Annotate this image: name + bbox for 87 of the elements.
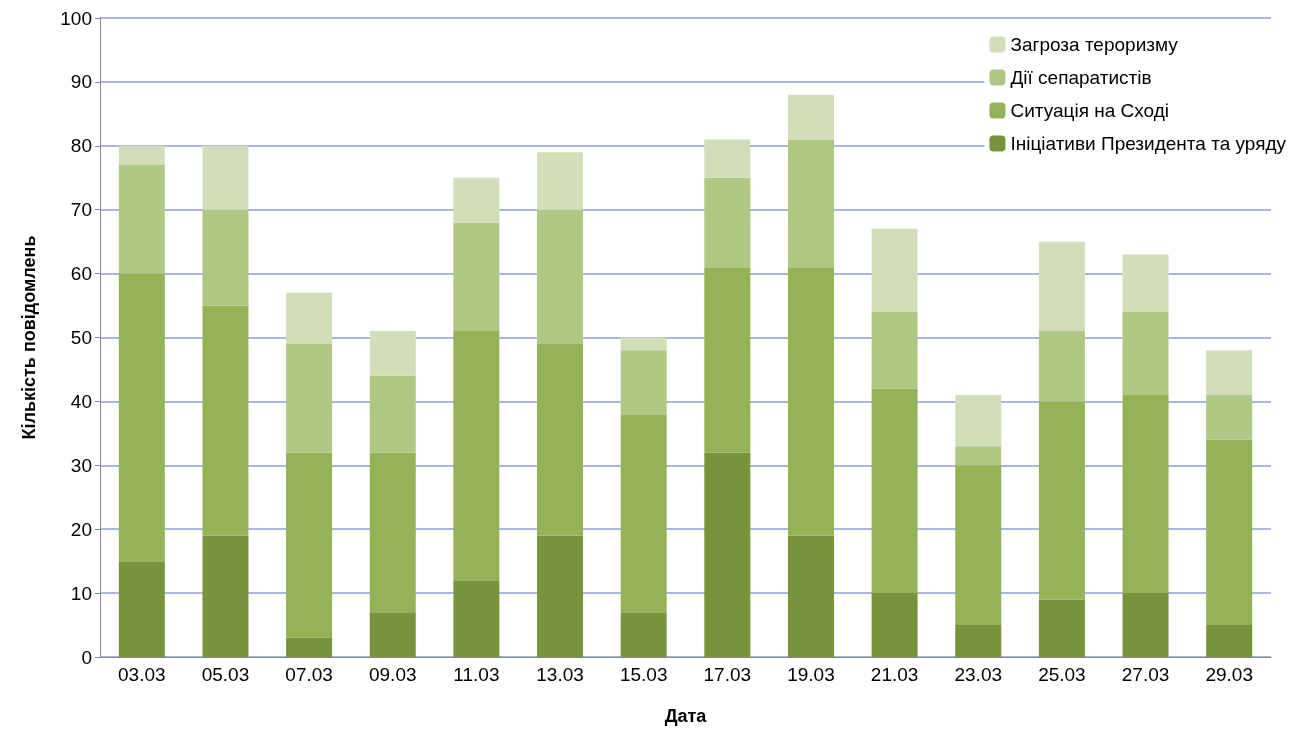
x-tick-label: 15.03: [619, 664, 668, 685]
y-tick-label: 10: [70, 582, 92, 604]
y-tick-label: 0: [81, 646, 92, 668]
x-tick-label: 27.03: [1121, 664, 1170, 685]
bar: [955, 465, 1002, 626]
bar: [787, 94, 834, 140]
bar: [118, 164, 165, 274]
bar: [620, 337, 667, 351]
bar: [1122, 395, 1169, 594]
x-tick-label: 25.03: [1038, 664, 1086, 685]
legend-label: Ініціативи Президента та уряду: [1010, 133, 1287, 154]
bar: [871, 311, 918, 389]
y-axis-title: Кількість повідомлень: [19, 235, 39, 440]
bar: [369, 375, 416, 453]
bar: [620, 350, 667, 415]
y-tick-label: 100: [60, 7, 92, 29]
bar: [286, 452, 333, 638]
bar: [453, 580, 500, 657]
bar: [955, 395, 1002, 447]
x-tick-label: 23.03: [954, 664, 1003, 685]
bar: [1206, 439, 1253, 626]
bar: [1038, 599, 1085, 657]
legend-label: Ситуація на Сході: [1010, 100, 1169, 121]
bar: [787, 139, 834, 268]
bar: [537, 152, 584, 210]
y-tick-label: 80: [70, 135, 92, 157]
x-tick-label: 19.03: [787, 664, 835, 685]
bar: [369, 331, 416, 376]
bar: [118, 561, 165, 657]
y-tick-label: 90: [70, 71, 92, 93]
y-tick-label: 70: [70, 199, 92, 221]
x-axis-title: Дата: [664, 706, 708, 726]
bar: [1122, 254, 1169, 312]
bar: [620, 612, 667, 657]
bar: [369, 452, 416, 613]
bar: [1206, 625, 1253, 657]
bar: [620, 414, 667, 613]
bar: [537, 343, 584, 536]
bar: [871, 388, 918, 594]
bar: [202, 535, 249, 657]
y-tick-label: 40: [70, 390, 92, 412]
bar: [537, 209, 584, 344]
bar: [704, 452, 751, 657]
bar: [1122, 311, 1169, 396]
bar: [704, 177, 751, 268]
x-tick-label: 11.03: [453, 664, 500, 685]
bar: [1122, 593, 1169, 657]
bar: [453, 222, 500, 332]
bar: [453, 331, 500, 581]
x-tick-label: 07.03: [285, 664, 333, 685]
bar: [1206, 350, 1253, 396]
bar: [202, 145, 249, 210]
bar: [202, 305, 249, 536]
x-tick-label: 29.03: [1205, 664, 1253, 685]
x-tick-label: 13.03: [536, 664, 584, 685]
x-tick-label: 17.03: [703, 664, 752, 685]
legend-label: Загроза тероризму: [1010, 34, 1179, 55]
y-tick-label: 20: [70, 518, 92, 540]
y-tick-label: 50: [70, 327, 92, 348]
y-tick-label: 60: [70, 263, 92, 285]
bar: [1038, 331, 1085, 402]
bar: [704, 139, 751, 178]
bar: [871, 593, 918, 657]
bar: [286, 637, 333, 657]
bar: [1206, 395, 1253, 440]
x-tick-label: 21.03: [870, 664, 919, 685]
x-tick-label: 09.03: [368, 664, 417, 685]
bar: [955, 625, 1002, 657]
bar: [871, 228, 918, 312]
bar: [704, 267, 751, 453]
bar: [537, 535, 584, 657]
bar: [369, 612, 416, 657]
bar: [118, 145, 165, 165]
legend-label: Дії сепаратистів: [1010, 67, 1152, 88]
bar: [286, 343, 333, 453]
bar: [1038, 241, 1085, 332]
y-tick-label: 30: [70, 454, 92, 476]
bar: [955, 446, 1002, 466]
bar: [787, 535, 834, 657]
x-tick-label: 05.03: [201, 664, 250, 685]
bar: [787, 267, 834, 536]
bar: [453, 177, 500, 223]
bar: [202, 209, 249, 306]
bar: [286, 292, 333, 344]
bar: [1038, 401, 1085, 600]
x-tick-label: 03.03: [118, 664, 166, 685]
bar: [118, 273, 165, 562]
